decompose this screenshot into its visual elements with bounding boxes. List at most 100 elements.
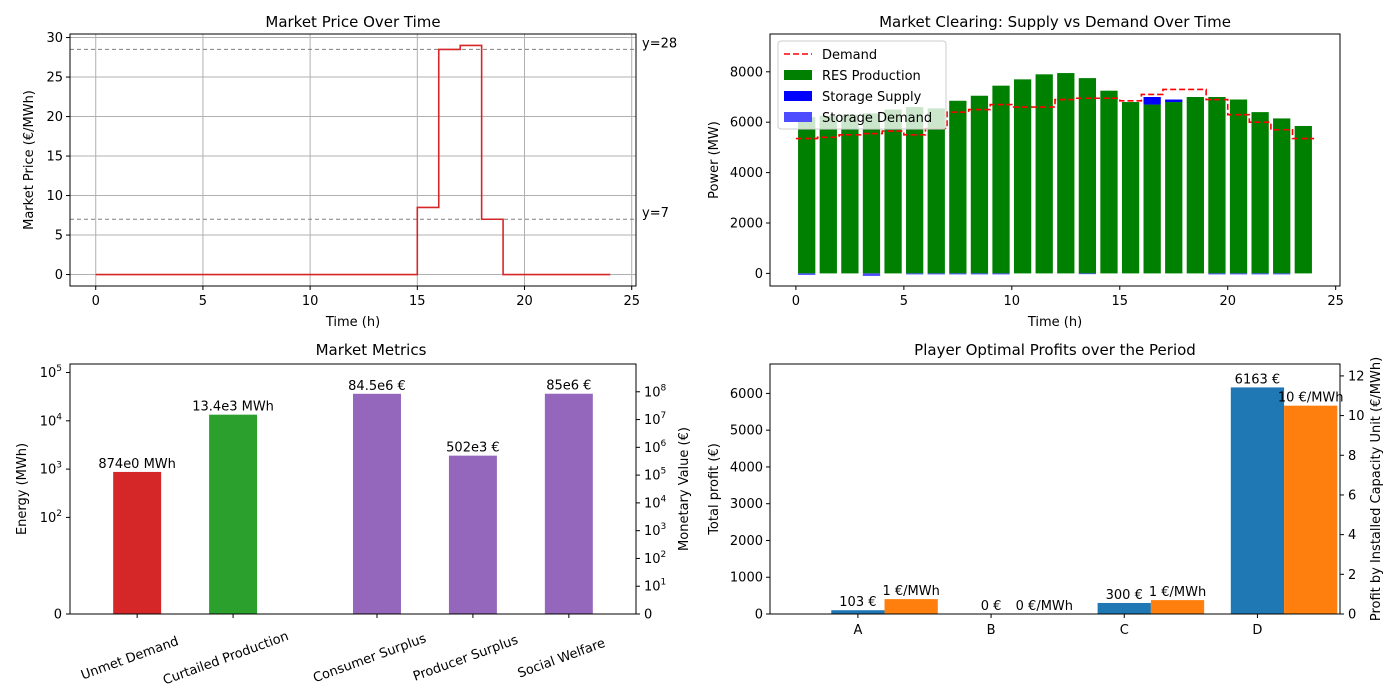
clearing-xtick-label: 25 [1327, 294, 1344, 309]
profit-per-capacity-bar [1284, 405, 1338, 614]
profit-left-ytick-label: 2000 [730, 534, 763, 549]
profit-chart-title: Player Optimal Profits over the Period [914, 341, 1196, 359]
metrics-bar-value-label: 13.4e3 MWh [192, 400, 274, 415]
clearing-res-bar [1013, 79, 1032, 274]
profit-right-ytick-label: 0 [1348, 608, 1356, 623]
price-xtick-label: 25 [623, 294, 640, 309]
metrics-left-ytick-label: 105 [40, 364, 62, 381]
clearing-xtick-label: 0 [792, 294, 800, 309]
metrics-right-ytick-label: 108 [644, 383, 667, 400]
clearing-res-bar [1057, 73, 1075, 274]
clearing-storage-demand-bar [1251, 273, 1269, 275]
metrics-right-axis-label: Monetary Value (€) [677, 427, 692, 551]
clearing-demand-line [795, 88, 1315, 140]
clearing-y-axis-label: Power (MW) [707, 121, 722, 199]
clearing-x-axis-label: Time (h) [1027, 315, 1082, 330]
profit-right-axis-label: Profit by Installed Capacity Unit (€/MWh… [1369, 357, 1384, 621]
clearing-xtick-label: 5 [900, 294, 908, 309]
clearing-legend-label: Storage Demand [822, 111, 932, 126]
clearing-res-bar [1165, 102, 1183, 274]
profit-left-ytick-label: 0 [755, 608, 763, 623]
price-xtick-label: 10 [302, 294, 319, 309]
profit-category-label: A [853, 623, 862, 638]
clearing-res-bar [1121, 102, 1140, 274]
profit-bar-value-label: 10 €/MWh [1278, 391, 1344, 406]
clearing-xtick-label: 20 [1219, 294, 1236, 309]
price-xtick-label: 0 [92, 294, 100, 309]
profit-left-ytick-label: 1000 [730, 571, 763, 586]
clearing-xtick-label: 15 [1111, 294, 1128, 309]
clearing-storage-demand-bar [906, 273, 924, 275]
clearing-res-bar [1251, 112, 1269, 274]
clearing-ytick-label: 6000 [730, 116, 763, 131]
clearing-res-bar [884, 109, 902, 274]
price-ytick-label: 30 [46, 31, 63, 46]
profit-category-label: B [987, 623, 996, 638]
price-chart-title: Market Price Over Time [265, 13, 440, 31]
metrics-right-ytick-label: 103 [644, 522, 666, 539]
profit-bar-value-label: 300 € [1106, 588, 1143, 603]
profit-plot-frame [769, 363, 1341, 615]
metrics-bar [209, 414, 258, 614]
clearing-res-bar [949, 100, 967, 274]
metrics-category-label: Curtailed Production [161, 629, 291, 688]
metrics-bar [448, 455, 497, 614]
metrics-left-ytick-label: 102 [40, 509, 62, 526]
metrics-right-ytick-label: 102 [644, 550, 666, 567]
metrics-bar-value-label: 84.5e6 € [348, 379, 406, 394]
clearing-res-bar [1186, 97, 1204, 274]
price-y-axis-label: Market Price (€/MWh) [22, 90, 37, 230]
metrics-right-ytick-label: 104 [644, 494, 667, 511]
price-reference-label: y=7 [642, 206, 669, 221]
clearing-legend-label: Storage Supply [822, 90, 922, 105]
profit-right-ytick-label: 2 [1348, 568, 1356, 583]
clearing-res-bar [1078, 78, 1097, 274]
profit-bar-value-label: 0 € [981, 599, 1002, 614]
metrics-plot-frame [69, 363, 637, 615]
metrics-right-ytick-label: 101 [644, 578, 666, 595]
price-series-line [95, 44, 611, 276]
metrics-left-axis-label: Energy (MWh) [15, 443, 30, 535]
clearing-ytick-label: 8000 [730, 65, 763, 80]
clearing-legend-box [777, 40, 947, 130]
price-xtick-label: 5 [199, 294, 207, 309]
clearing-ytick-label: 2000 [730, 217, 763, 232]
price-ytick-label: 15 [46, 150, 63, 165]
clearing-storage-demand-bar [992, 273, 1010, 275]
metrics-bar-value-label: 85e6 € [546, 379, 591, 394]
metrics-right-ytick-label: 0 [644, 608, 652, 623]
profit-left-ytick-label: 6000 [730, 387, 763, 402]
clearing-legend-label: RES Production [822, 69, 921, 84]
clearing-ytick-label: 0 [755, 267, 763, 282]
price-ytick-label: 25 [46, 71, 63, 86]
price-xtick-label: 15 [409, 294, 426, 309]
profit-bar-value-label: 6163 € [1235, 372, 1281, 387]
profit-right-ytick-label: 4 [1348, 528, 1356, 543]
metrics-category-label: Social Welfare [516, 636, 608, 682]
clearing-res-bar [862, 113, 881, 274]
clearing-storage-demand-bar [970, 273, 989, 275]
clearing-xtick-label: 10 [1004, 294, 1021, 309]
clearing-res-bar [1100, 90, 1118, 274]
clearing-res-bar [1035, 74, 1053, 274]
metrics-right-ytick-label: 105 [644, 467, 666, 484]
clearing-storage-demand-bar [1078, 273, 1097, 275]
profit-per-capacity-bar [884, 599, 938, 614]
price-reference-label: y=28 [642, 36, 677, 51]
price-ytick-label: 20 [46, 110, 63, 125]
clearing-storage-demand-bar [927, 273, 945, 275]
profit-left-ytick-label: 4000 [730, 460, 763, 475]
clearing-res-bar [841, 114, 859, 274]
profit-left-ytick-label: 5000 [730, 424, 763, 439]
clearing-res-bar [798, 117, 816, 274]
clearing-storage-demand-bar [862, 273, 881, 276]
clearing-storage-demand-bar [798, 273, 816, 275]
metrics-chart-title: Market Metrics [316, 341, 427, 359]
clearing-ytick-label: 4000 [730, 166, 763, 181]
metrics-left-ytick-label: 0 [54, 608, 62, 623]
price-ytick-label: 10 [46, 189, 63, 204]
profit-bar-value-label: 1 €/MWh [1149, 585, 1206, 600]
clearing-res-bar [906, 107, 924, 274]
clearing-res-bar [1143, 104, 1161, 274]
metrics-right-ytick-label: 107 [644, 411, 666, 428]
